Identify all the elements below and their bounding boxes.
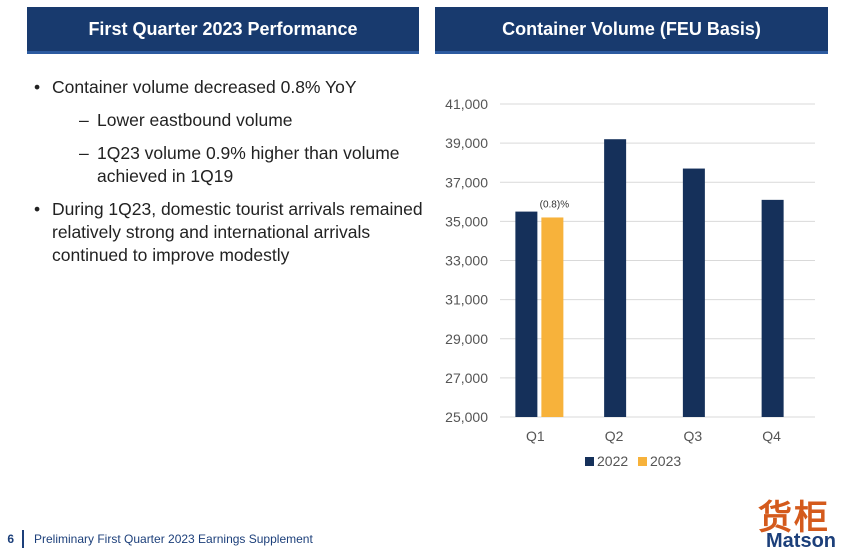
watermark-logo: 货柜 Matson [758,490,865,553]
page-number: 6 [7,532,14,546]
bar-2022-q3 [682,168,705,417]
sub-bullet-text: 1Q23 volume 0.9% higher than volume achi… [97,143,400,186]
sub-bullet-item: –1Q23 volume 0.9% higher than volume ach… [79,142,424,188]
sub-bullet-item: – Lower eastbound volume [79,110,293,130]
bullet-text: Container volume decreased 0.8% YoY [52,77,357,97]
data-annotation: (0.8)% [540,199,570,210]
y-tick-label: 41,000 [445,96,488,112]
x-tick-label: Q4 [762,428,781,444]
bar-2022-q4 [761,199,784,417]
y-tick-label: 31,000 [445,292,488,308]
logo-brand-text: Matson [766,530,836,552]
bar-2022-q2 [604,139,627,417]
y-tick-label: 39,000 [445,135,488,151]
footer-divider [22,530,24,548]
legend-swatch [585,457,594,466]
y-tick-label: 33,000 [445,253,488,269]
footer-text: Preliminary First Quarter 2023 Earnings … [34,532,313,546]
x-tick-label: Q3 [684,428,703,444]
bar-2022-q1 [515,211,538,417]
bullet-item: • During 1Q23, domestic tourist arrivals … [34,199,423,265]
bullet-text: During 1Q23, domestic tourist arrivals r… [52,199,423,265]
y-tick-label: 29,000 [445,331,488,347]
bar-2023-q1 [541,217,564,417]
legend-label: 2022 [597,453,628,469]
y-tick-label: 25,000 [445,409,488,425]
footer: 6 Preliminary First Quarter 2023 Earning… [0,528,600,550]
x-tick-label: Q2 [605,428,624,444]
legend-label: 2023 [650,453,681,469]
bullet-list: • Container volume decreased 0.8% YoY – Lo… [34,76,424,277]
sub-bullet-text: Lower eastbound volume [97,110,293,130]
y-tick-label: 35,000 [445,213,488,229]
bullet-item: • Container volume decreased 0.8% YoY [34,77,357,97]
y-tick-label: 37,000 [445,174,488,190]
legend-swatch [638,457,647,466]
left-panel-title: First Quarter 2023 Performance [27,7,419,54]
x-tick-label: Q1 [526,428,545,444]
y-tick-label: 27,000 [445,370,488,386]
logo-chinese-text: 货柜 [758,498,830,538]
chart-panel-title: Container Volume (FEU Basis) [435,7,828,54]
